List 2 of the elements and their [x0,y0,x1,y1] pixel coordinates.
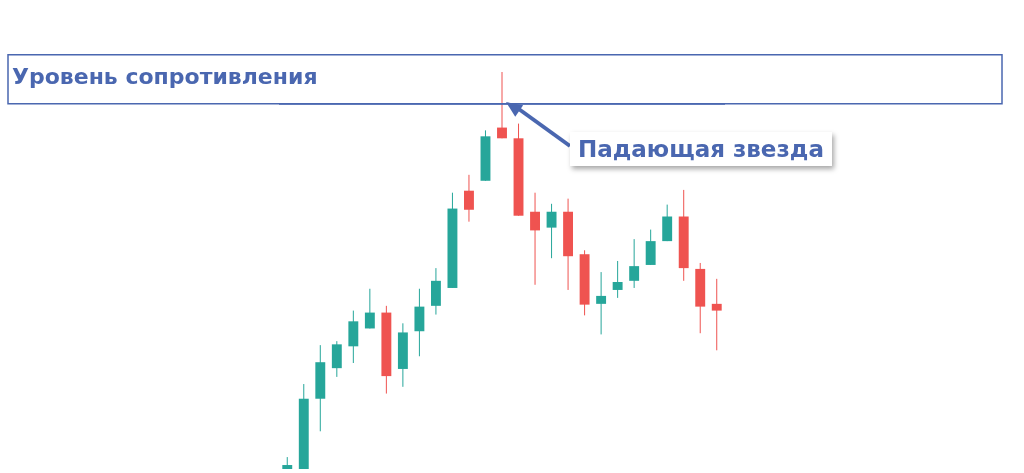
annotation: Падающая звезда [570,132,832,166]
ref-line-label: Уровень сопротивления [12,63,318,89]
